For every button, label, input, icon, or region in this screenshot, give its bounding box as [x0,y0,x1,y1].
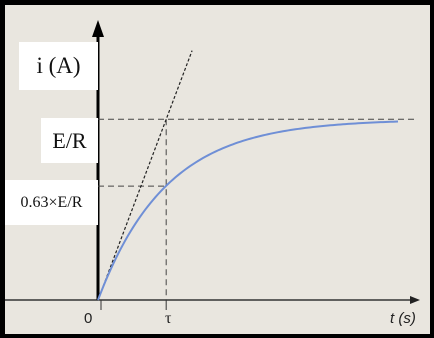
origin-tick-label: 0 [84,310,93,327]
x-axis-arrow-icon [410,296,420,304]
chart-svg [5,20,420,310]
level-63-label: 0.63×E/R [5,180,98,225]
chart-area: i (A) E/R 0.63×E/R 0 τ t (s) [5,5,430,334]
tangent-line [97,50,193,301]
level-full-label: E/R [41,118,98,163]
charging-current-curve [97,120,399,301]
tau-tick-label: τ [165,310,172,327]
x-axis-label: t (s) [390,310,416,327]
y-axis-arrow-icon [92,20,104,37]
y-axis-label: i (A) [19,42,98,90]
